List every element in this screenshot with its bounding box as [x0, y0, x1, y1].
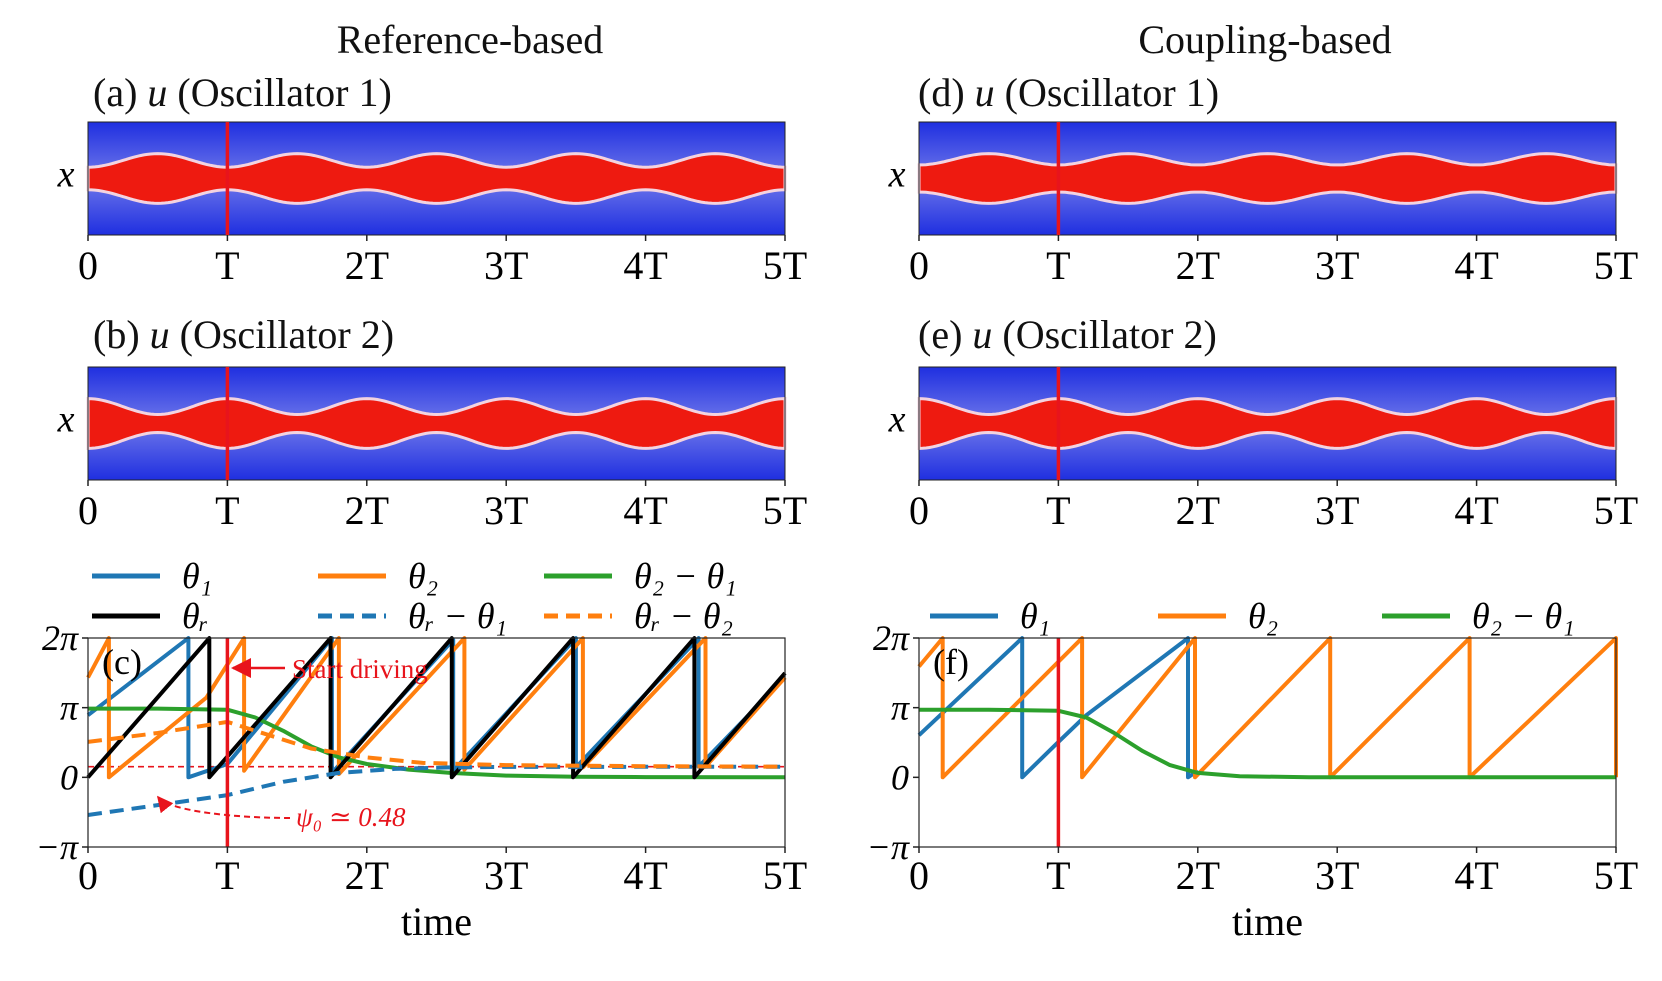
x-tick-label: 4T	[1454, 853, 1498, 898]
legend-label-theta_diff: θ₂ − θ₁	[634, 556, 737, 596]
x-tick-label: 2T	[345, 853, 389, 898]
x-tick-label: 2T	[1176, 853, 1220, 898]
heatmap-panel-d: x 0 T 2T 3T 4T 5T	[888, 121, 1638, 288]
y-tick-label: −π	[36, 827, 79, 867]
heatmap-band	[86, 152, 787, 205]
heatmap-ylabel: x	[57, 399, 75, 441]
legend-label-theta_r_minus_1: θᵣ − θ₁	[408, 596, 507, 636]
y-tick-label: 2π	[873, 618, 910, 658]
series-line	[919, 707, 1616, 780]
heatmap-panel-e: x 0 T 2T 3T 4T 5T	[888, 366, 1638, 533]
series-line	[88, 706, 786, 780]
column-title-coupling: Coupling-based	[1138, 17, 1391, 62]
x-tick-label: 5T	[763, 853, 807, 898]
x-axis-label: time	[401, 899, 472, 944]
psi0-label: ψ₀ ≃ 0.48	[296, 802, 406, 832]
x-tick-label: T	[1046, 853, 1070, 898]
panel-b-title: (b) u (Oscillator 2)	[93, 312, 394, 357]
x-tick-label: 0	[78, 853, 98, 898]
legend-label-theta2: θ₂	[408, 556, 438, 596]
x-tick-label: 0	[78, 243, 98, 288]
y-tick-label: π	[891, 688, 910, 728]
heatmap-ylabel: x	[888, 399, 906, 441]
x-tick-label: 0	[78, 488, 98, 533]
x-tick-label: 5T	[763, 488, 807, 533]
heatmap-band	[917, 152, 1618, 205]
heatmap-ylabel: x	[57, 154, 75, 196]
x-tick-label: 4T	[623, 488, 667, 533]
heatmap-ylabel: x	[888, 154, 906, 196]
x-tick-label: 5T	[763, 243, 807, 288]
x-tick-label: 5T	[1594, 243, 1638, 288]
plot-background	[919, 638, 1616, 847]
x-tick-label: 4T	[1454, 488, 1498, 533]
y-tick-label: 0	[891, 757, 909, 797]
panel-d-title: (d) u (Oscillator 1)	[918, 70, 1219, 115]
x-tick-label: 2T	[1176, 243, 1220, 288]
legend-panel-f: θ₁ θ₂ θ₂ − θ₁	[930, 596, 1575, 636]
x-tick-label: T	[1046, 488, 1070, 533]
x-tick-label: T	[215, 488, 239, 533]
series-line	[917, 636, 1199, 780]
x-tick-label: 3T	[484, 488, 528, 533]
legend-label-theta1: θ₁	[182, 556, 212, 596]
x-tick-label: 0	[909, 488, 929, 533]
x-tick-label: 2T	[1176, 488, 1220, 533]
heatmap-frame	[87, 366, 786, 481]
x-tick-label: T	[1046, 243, 1070, 288]
x-tick-label: 3T	[484, 853, 528, 898]
panel-label: (f)	[933, 642, 969, 682]
x-tick-label: 0	[909, 243, 929, 288]
y-tick-label: 0	[60, 757, 78, 797]
x-tick-label: 0	[909, 853, 929, 898]
legend-label-theta1: θ₁	[1020, 596, 1050, 636]
legend-label-theta_r: θᵣ	[182, 596, 209, 636]
heatmap-frame	[918, 366, 1617, 481]
x-tick-label: 3T	[1315, 853, 1359, 898]
x-tick-label: 4T	[623, 243, 667, 288]
plot-frame	[918, 637, 1617, 848]
plot-frame	[87, 637, 786, 848]
x-tick-label: 3T	[1315, 243, 1359, 288]
heatmap-frame	[87, 121, 786, 236]
x-tick-label: 3T	[484, 243, 528, 288]
x-tick-label: 2T	[345, 488, 389, 533]
psi0-arrow	[156, 795, 291, 819]
series-line	[87, 719, 786, 769]
x-tick-label: 5T	[1594, 488, 1638, 533]
legend-label-theta2: θ₂	[1248, 596, 1278, 636]
legend-label-theta_r_minus_2: θᵣ − θ₂	[634, 596, 733, 636]
panel-a-title: (a) u (Oscillator 1)	[93, 70, 392, 115]
x-tick-label: 5T	[1594, 853, 1638, 898]
x-tick-label: T	[215, 243, 239, 288]
series-line	[86, 636, 787, 780]
panel-label: (c)	[102, 642, 142, 682]
x-tick-label: T	[215, 853, 239, 898]
annotations-panel-c: Start driving ψ₀ ≃ 0.48	[156, 654, 428, 832]
legend-panel-c: θ₁ θ₂ θ₂ − θ₁ θᵣ θᵣ − θ₁ θᵣ − θ₂	[92, 556, 737, 636]
y-tick-label: 2π	[42, 618, 79, 658]
y-tick-label: −π	[867, 827, 910, 867]
x-axis-label: time	[1232, 899, 1303, 944]
series-line	[87, 764, 786, 817]
x-tick-label: 3T	[1315, 488, 1359, 533]
panel-e-title: (e) u (Oscillator 2)	[918, 312, 1217, 357]
start-driving-label: Start driving	[292, 654, 428, 684]
y-tick-label: π	[60, 688, 79, 728]
x-tick-label: 4T	[1454, 243, 1498, 288]
x-tick-label: 2T	[345, 243, 389, 288]
x-tick-label: 4T	[623, 853, 667, 898]
legend-label-theta_diff: θ₂ − θ₁	[1472, 596, 1575, 636]
heatmap-panel-a: x 0 T 2T 3T 4T 5T	[57, 121, 807, 288]
heatmap-panel-b: x 0 T 2T 3T 4T 5T	[57, 366, 807, 533]
column-title-reference: Reference-based	[337, 17, 603, 62]
heatmap-frame	[918, 121, 1617, 236]
